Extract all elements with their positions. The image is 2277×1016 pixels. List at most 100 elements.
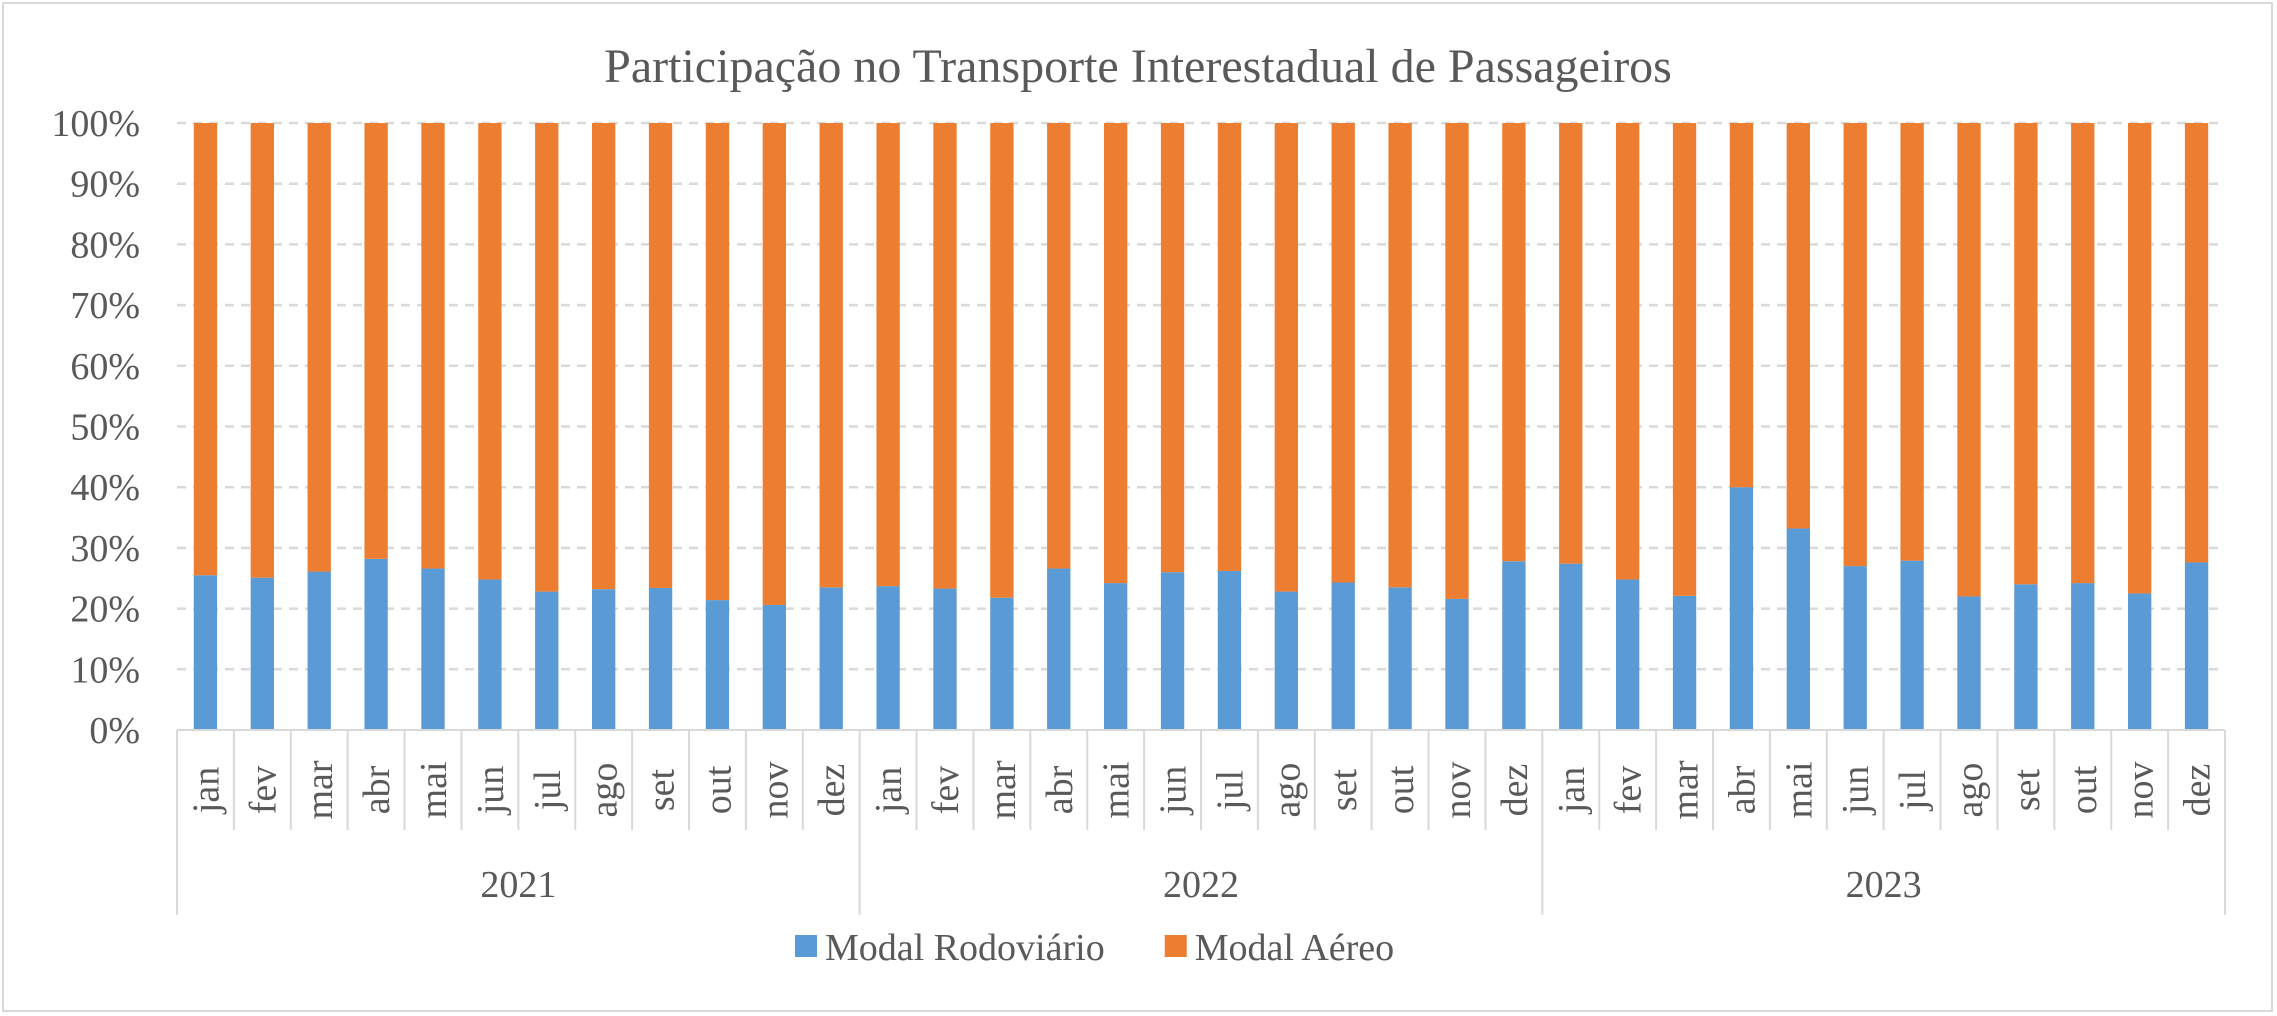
bar-rodoviario [592,589,616,730]
x-tick-label: set [641,768,683,811]
bar-rodoviario [2184,562,2209,730]
bar-rodoviario [2071,583,2095,730]
bar-aereo [819,123,843,588]
x-tick-label: nov [754,762,796,819]
bar-aereo [1616,123,1640,580]
x-tick-label: mai [1778,762,1820,819]
bar-rodoviario [1502,561,1526,730]
x-tick-label: mar [982,760,1024,819]
bar-rodoviario [1672,595,1697,730]
x-tick-label: jul [1209,770,1251,812]
bar-rodoviario [1843,566,1867,730]
x-group-label: 2023 [1846,864,1922,906]
x-tick-label: jul [1892,770,1934,812]
legend-label-0: Modal Rodoviário [825,927,1105,969]
bar-aereo [250,123,274,578]
legend-swatch-1 [1164,935,1187,957]
x-tick-label: out [1380,765,1422,814]
bar-aereo [2184,123,2209,563]
bar-rodoviario [648,587,673,730]
x-tick-label: ago [584,763,626,818]
bar-aereo [1160,123,1185,573]
bar-rodoviario [1729,487,1754,730]
bar-rodoviario [1616,579,1640,730]
bar-rodoviario [307,571,331,730]
bar-aereo [1104,123,1128,584]
bar-rodoviario [2128,593,2152,730]
bar-aereo [876,123,900,587]
bar-rodoviario [876,586,900,730]
bar-rodoviario [1388,587,1412,730]
bar-aereo [1502,123,1526,562]
x-tick-label: abr [1039,765,1081,814]
bar-aereo [1217,123,1242,571]
y-tick-label: 30% [70,528,140,570]
x-tick-label: jan [868,767,910,815]
bar-aereo [2071,123,2095,584]
x-tick-label: mai [413,762,455,819]
bar-rodoviario [193,575,218,730]
bar-rodoviario [535,591,559,730]
bar-rodoviario [250,577,274,730]
bar-rodoviario [364,558,388,730]
bar-rodoviario [421,568,445,730]
bar-aereo [193,123,218,576]
x-tick-label: fev [1608,766,1650,815]
bar-rodoviario [705,600,730,730]
y-tick-label: 40% [70,467,140,509]
chart-title: Participação no Transporte Interestadual… [604,40,1672,93]
bar-aereo [762,123,786,605]
x-tick-label: nov [1437,762,1479,819]
bar-rodoviario [933,588,957,730]
bar-rodoviario [1047,568,1071,730]
x-tick-label: abr [356,765,398,814]
bar-aereo [990,123,1014,598]
bar-rodoviario [1559,563,1583,730]
bar-rodoviario [2014,584,2038,730]
bar-aereo [933,123,957,589]
bar-rodoviario [1274,591,1298,730]
bar-aereo [1957,123,1981,597]
bar-aereo [2014,123,2038,585]
x-tick-label: jun [470,766,512,817]
bar-aereo [2128,123,2152,594]
bar-aereo [705,123,730,601]
bar-aereo [1786,123,1810,529]
bar-rodoviario [1957,596,1981,730]
x-tick-label: mar [1665,760,1707,819]
bar-rodoviario [1104,583,1128,730]
bar-rodoviario [762,604,786,730]
x-group-label: 2022 [1163,864,1239,906]
x-tick-label: fev [925,766,967,815]
x-tick-label: ago [1266,763,1308,818]
y-tick-label: 60% [70,346,140,388]
x-tick-label: nov [2120,762,2162,819]
x-tick-label: out [2063,765,2105,814]
x-tick-label: dez [811,764,853,817]
x-tick-label: jun [1835,766,1877,817]
bar-aereo [648,123,673,588]
y-tick-label: 0% [89,710,140,752]
bar-aereo [1900,123,1924,561]
y-tick-label: 100% [51,103,140,145]
x-tick-label: set [2006,768,2048,811]
bar-aereo [592,123,616,590]
bar-aereo [1274,123,1298,592]
bar-aereo [1729,123,1754,488]
y-tick-label: 80% [70,224,140,266]
y-tick-label: 20% [70,589,140,631]
x-tick-label: set [1323,768,1365,811]
bar-aereo [478,123,502,580]
x-tick-label: mai [1096,762,1138,819]
legend-swatch-0 [795,935,817,957]
bar-aereo [307,123,331,572]
bar-rodoviario [1160,572,1185,730]
x-tick-label: abr [1721,765,1763,814]
bar-rodoviario [1900,560,1924,730]
bar-rodoviario [990,597,1014,730]
bar-aereo [1331,123,1355,583]
bar-rodoviario [1331,582,1355,730]
x-tick-label: dez [2177,764,2219,817]
